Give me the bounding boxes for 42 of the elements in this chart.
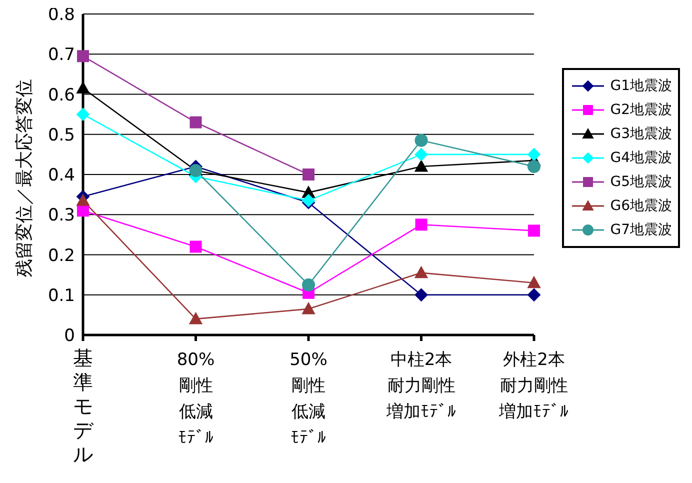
point	[302, 302, 315, 314]
y-tick-label: 0.5	[48, 125, 75, 146]
x-tick-label: 80%剛性低減ﾓﾃﾞﾙ	[176, 350, 215, 448]
point	[414, 266, 428, 278]
point	[528, 224, 540, 237]
point	[528, 148, 540, 161]
legend-label: G4地震波	[610, 149, 672, 167]
point	[76, 194, 90, 206]
x-tick-label: 中柱2本耐力剛性増加ﾓﾃﾞﾙ	[385, 350, 456, 422]
point	[414, 148, 428, 161]
point	[528, 288, 540, 302]
point	[415, 218, 428, 231]
legend-label: G6地震波	[610, 197, 672, 215]
point	[77, 50, 89, 62]
y-tick-label: 0	[64, 326, 75, 346]
legend-label: G7地震波	[610, 221, 672, 239]
point	[414, 134, 428, 147]
point	[528, 276, 540, 288]
point	[414, 288, 428, 302]
point	[302, 168, 314, 180]
x-tick-label: 基準モデル	[73, 346, 94, 466]
point	[414, 160, 428, 172]
legend-label: G3地震波	[610, 125, 672, 143]
y-tick-label: 0.7	[48, 45, 75, 66]
point	[76, 82, 90, 94]
legend-label: G2地震波	[610, 101, 672, 119]
legend-label: G5地震波	[610, 173, 672, 191]
point	[528, 160, 540, 173]
y-tick-label: 0.3	[48, 206, 75, 226]
point	[189, 312, 202, 324]
x-tick-label: 50%剛性低減ﾓﾃﾞﾙ	[290, 350, 328, 448]
y-tick-label: 0.4	[48, 166, 75, 186]
y-tick-label: 0.2	[48, 246, 75, 266]
y-tick-label: 0.1	[48, 286, 75, 306]
legend-label: G1地震波	[610, 77, 672, 95]
x-tick-label: 外柱2本耐力剛性増加ﾓﾃﾞﾙ	[498, 350, 569, 422]
y-tick-label: 0.6	[48, 85, 75, 106]
point	[190, 240, 202, 253]
point	[302, 278, 315, 292]
y-axis-title: 残留変位／最大応答変位	[14, 79, 35, 277]
point	[76, 108, 90, 121]
point	[190, 116, 202, 128]
